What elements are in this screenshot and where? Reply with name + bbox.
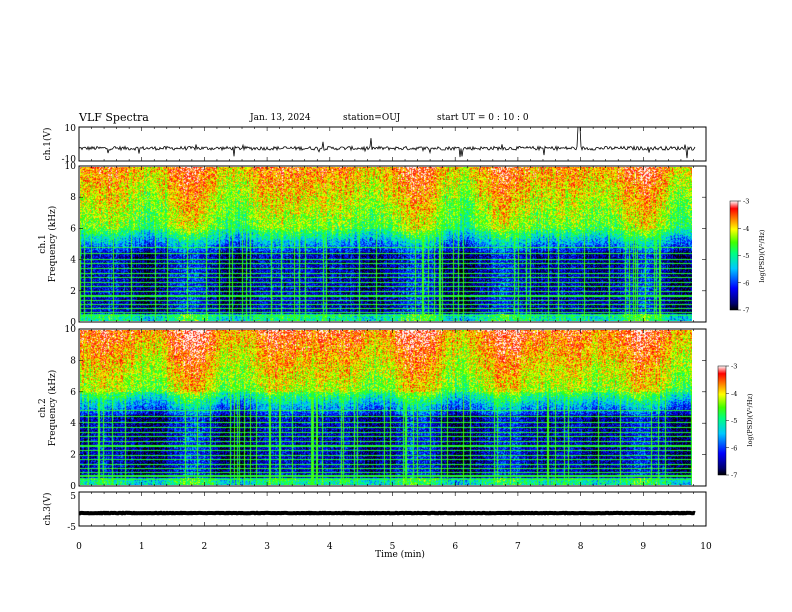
x-tick-label: 6	[452, 542, 458, 552]
figure-title: VLF Spectra	[79, 111, 149, 124]
x-tick-label: 8	[578, 542, 584, 552]
x-tick-label: 0	[76, 542, 82, 552]
ch2-freq-label: Frequency (kHz)	[47, 370, 58, 447]
colorbar-tick-label: -7	[731, 472, 737, 480]
x-tick-label: 4	[327, 542, 333, 552]
x-axis-label: Time (min)	[375, 549, 425, 560]
date-label: Jan. 13, 2024	[250, 113, 311, 123]
colorbar-tick-label: -6	[743, 279, 749, 287]
y-tick-label: 10	[65, 325, 77, 335]
colorbar-tick-label: -5	[731, 417, 737, 425]
colorbar-tick-label: -5	[743, 252, 749, 260]
colorbar-tick-label: -6	[731, 444, 737, 452]
y-tick-label: 4	[70, 256, 76, 266]
ch1-spectrogram-panel: 0 2 4 6 8 10 ch.1 Frequency (kHz)	[38, 162, 707, 328]
x-tick-label: 3	[264, 542, 270, 552]
ch1-ytick-top: 10	[65, 124, 77, 134]
ch3-ytick-top: 5	[70, 492, 76, 502]
ch2-colorbar: -3 -4 -5 -6 -7 log(PSD)(V²/Hz)	[717, 363, 754, 480]
ch1-colorbar: -3 -4 -5 -6 -7 log(PSD)(V²/Hz)	[729, 198, 766, 315]
x-tick-label: 5	[390, 542, 396, 552]
ch2-colorbar-label: log(PSD)(V²/Hz)	[746, 393, 754, 446]
y-tick-label: 0	[70, 482, 76, 492]
ch2-spectrogram-panel: 0 2 4 6 8 10 ch.2 Frequency (kHz)	[38, 325, 707, 492]
colorbar-tick-label: -7	[743, 307, 749, 315]
x-tick-label: 7	[515, 542, 521, 552]
y-tick-label: 8	[70, 356, 76, 366]
y-tick-label: 2	[70, 451, 76, 461]
ch1-freq-label: Frequency (kHz)	[47, 206, 58, 283]
x-tick-label: 10	[700, 542, 712, 552]
ch2-ylabel-top: ch.2	[38, 398, 48, 417]
ch3-waveform-line	[78, 510, 696, 516]
ch2-spectrogram-canvas	[80, 330, 692, 485]
y-tick-label: 6	[70, 224, 76, 234]
x-tick-label: 1	[139, 542, 145, 552]
ch3-ytick-bottom: -5	[67, 523, 76, 533]
ch3-waveform-panel: 5 -5 ch.3(V)	[42, 491, 707, 533]
ch1-spectrogram-canvas	[80, 167, 692, 321]
colorbar-tick-label: -4	[731, 390, 737, 398]
colorbar-tick-label: -4	[743, 225, 749, 233]
y-tick-label: 6	[70, 388, 76, 398]
ch1-colorbar-label: log(PSD)(V²/Hz)	[758, 229, 766, 282]
ch1-waveform-line	[78, 126, 696, 159]
x-tick-label: 9	[640, 542, 646, 552]
x-tick-label: 2	[202, 542, 208, 552]
ch1-waveform-panel: 10 -10 ch.1(V)	[42, 124, 707, 165]
y-tick-label: 0	[70, 318, 76, 328]
ch3-ylabel: ch.3(V)	[42, 493, 53, 526]
y-tick-label: 4	[70, 419, 76, 429]
colorbar-tick-label: -3	[731, 363, 737, 371]
colorbar-tick-label: -3	[743, 198, 749, 206]
ch1-ylabel: ch.1(V)	[42, 128, 53, 161]
y-tick-label: 8	[70, 193, 76, 203]
ch1-ylabel-top: ch.1	[38, 234, 48, 253]
ch1-ytick-bottom: -10	[62, 155, 77, 165]
y-tick-label: 10	[65, 162, 77, 172]
start-time-label: start UT = 0 : 10 : 0	[437, 113, 529, 123]
y-tick-label: 2	[70, 287, 76, 297]
station-label: station=OUJ	[343, 113, 401, 123]
